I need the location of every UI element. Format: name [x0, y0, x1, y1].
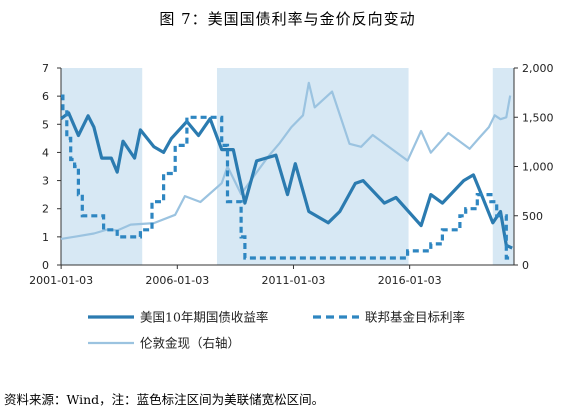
axes: 0 1 2 3 4 5 6 7 0 500 1,000 1,500 2,000 2001-01-03 200… [29, 62, 553, 287]
y-left-tick-label: 5 [42, 118, 49, 131]
y-right-tick-label: 500 [522, 210, 543, 223]
x-tick-label: 2001-01-03 [29, 274, 93, 287]
series-line-2 [61, 94, 513, 260]
y-left-tick-label: 4 [42, 146, 49, 159]
series-lines [60, 81, 513, 260]
legend-label-1: 美国10年期国债收益率 [140, 310, 268, 325]
y-right-tick-label: 1,000 [522, 161, 554, 174]
y-left-tick-label: 0 [42, 259, 49, 272]
series-line-3 [60, 81, 512, 240]
y-right-tick-label: 1,500 [522, 111, 554, 124]
x-tick-label: 2016-01-03 [378, 274, 442, 287]
y-left-tick-label: 7 [42, 62, 49, 75]
source-note: 资料来源：Wind，注：蓝色标注区间为美联储宽松区间。 [4, 392, 325, 407]
x-tick-label: 2006-01-03 [145, 274, 209, 287]
legend-label-2: 联邦基金目标利率 [365, 310, 465, 325]
y-left-tick-label: 3 [42, 175, 49, 188]
series-line-1 [60, 111, 513, 250]
y-left-tick-label: 2 [42, 203, 49, 216]
y-left-tick-label: 6 [42, 90, 49, 103]
y-right-tick-label: 2,000 [522, 62, 554, 75]
y-right-tick-label: 0 [522, 259, 529, 272]
chart-title: 图 7：美国国债利率与金价反向变动 [159, 10, 416, 28]
y-left-tick-label: 1 [42, 231, 49, 244]
legend-label-3: 伦敦金现（右轴） [140, 336, 240, 351]
x-tick-label: 2011-01-03 [262, 274, 326, 287]
shaded-periods [61, 68, 514, 265]
